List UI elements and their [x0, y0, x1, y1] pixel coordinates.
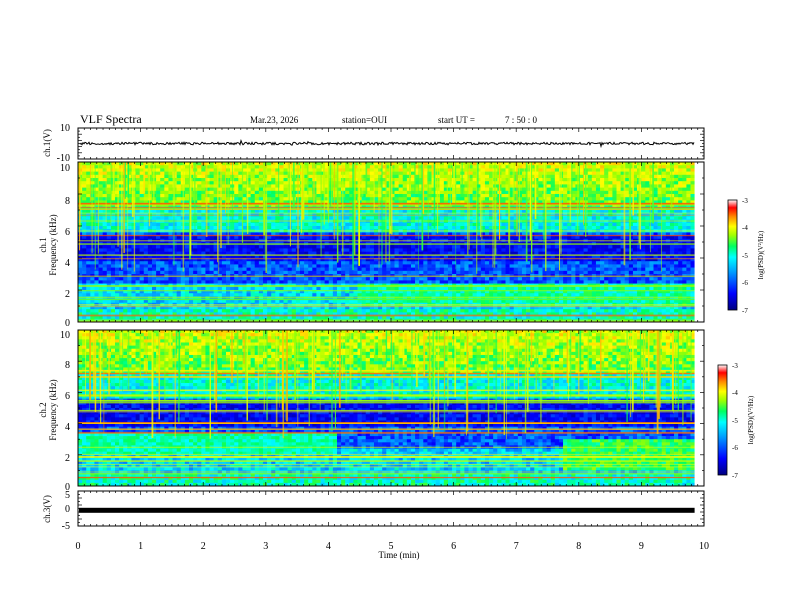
spec2-ytick-8: 8: [65, 360, 70, 371]
ch3-ytick-5: 5: [65, 490, 70, 501]
station-label: station=OUI: [342, 115, 387, 125]
spec2-ylabel-freq: Frequency (kHz): [48, 379, 58, 440]
x-tick-label: 3: [263, 541, 268, 552]
x-tick-label: 8: [576, 541, 581, 552]
ch1-ylabel: ch.1(V): [42, 129, 52, 157]
spec2-ytick-0: 0: [65, 482, 70, 493]
ch1-spectrogram-image: [78, 162, 704, 323]
x-axis-label: Time (min): [379, 550, 420, 560]
spec1-ytick-0: 0: [65, 318, 70, 329]
cb1-tick-6: -6: [742, 279, 748, 287]
ch1-ytick-bottom: -10: [57, 153, 70, 164]
cb2-label: log(PSD)(V²/Hz): [747, 395, 755, 444]
x-tick-label: 10: [699, 541, 709, 552]
spec2-ytick-4: 4: [65, 422, 70, 433]
ch3-trace: [79, 507, 695, 513]
ch3-waveform-panel: 5 0 -5 ch.3(V): [42, 490, 705, 532]
x-tick-label: 6: [451, 541, 456, 552]
x-tick-label: 4: [326, 541, 331, 552]
cb2-tick-6: -6: [732, 444, 738, 452]
ch2-spectrogram-panel: 10 8 6 4 2 0 ch.2 Frequency (kHz) -3 -4 …: [38, 329, 755, 493]
ch3-ylabel: ch.3(V): [42, 495, 52, 523]
x-tick-label: 0: [76, 541, 81, 552]
ch3-ytick-0: 0: [65, 504, 70, 515]
spec1-ytick-6: 6: [65, 227, 70, 238]
start-label: start UT =: [438, 115, 475, 125]
cb2-tick-7: -7: [732, 472, 738, 480]
tick-marks: [77, 127, 705, 527]
ch1-yticks: 10 -10: [57, 123, 70, 164]
spec2-ylabel-ch: ch.2: [38, 402, 48, 417]
spec2-ytick-2: 2: [65, 453, 70, 464]
x-tick-label: 1: [138, 541, 143, 552]
spec1-ytick-2: 2: [65, 289, 70, 300]
spec2-ytick-10: 10: [60, 330, 70, 341]
cb1-tick-3: -3: [742, 197, 748, 205]
x-tick-labels: 0 1 2 3 4 5 6 7 8 9 10: [76, 541, 710, 552]
spec1-ylabel-freq: Frequency (kHz): [48, 214, 58, 275]
spec2-ytick-6: 6: [65, 391, 70, 402]
cb2-tick-3: -3: [732, 362, 738, 370]
ch1-ytick-top: 10: [60, 123, 70, 134]
x-tick-label: 9: [639, 541, 644, 552]
ch1-colorbar: [727, 199, 738, 311]
cb2-tick-5: -5: [732, 417, 738, 425]
ch1-waveform-panel: 10 -10 ch.1(V): [42, 123, 705, 164]
cb1-label: log(PSD)(V²/Hz): [757, 230, 765, 279]
cb2-tick-4: -4: [732, 389, 738, 397]
cb1-tick-5: -5: [742, 252, 748, 260]
x-tick-label: 2: [201, 541, 206, 552]
figure-title: VLF Spectra: [80, 112, 142, 126]
spec1-ytick-8: 8: [65, 196, 70, 207]
ch1-spectrogram-panel: 10 8 6 4 2 0 ch.1 Frequency (kHz) -3 -4 …: [38, 161, 765, 329]
spec1-ytick-10: 10: [60, 163, 70, 174]
cb1-tick-4: -4: [742, 224, 748, 232]
date-label: Mar.23, 2026: [250, 115, 299, 125]
ch1-trace: [79, 138, 695, 149]
cb1-tick-7: -7: [742, 307, 748, 315]
spec1-ylabel-ch: ch.1: [38, 237, 48, 252]
ch2-spectrogram-image: [78, 330, 704, 487]
ch2-colorbar: [717, 364, 728, 476]
x-tick-label: 5: [389, 541, 394, 552]
x-tick-label: 7: [514, 541, 519, 552]
ch3-ytick-minus5: -5: [62, 521, 70, 532]
start-time: 7 : 50 : 0: [505, 115, 538, 125]
spec1-ytick-4: 4: [65, 258, 70, 269]
